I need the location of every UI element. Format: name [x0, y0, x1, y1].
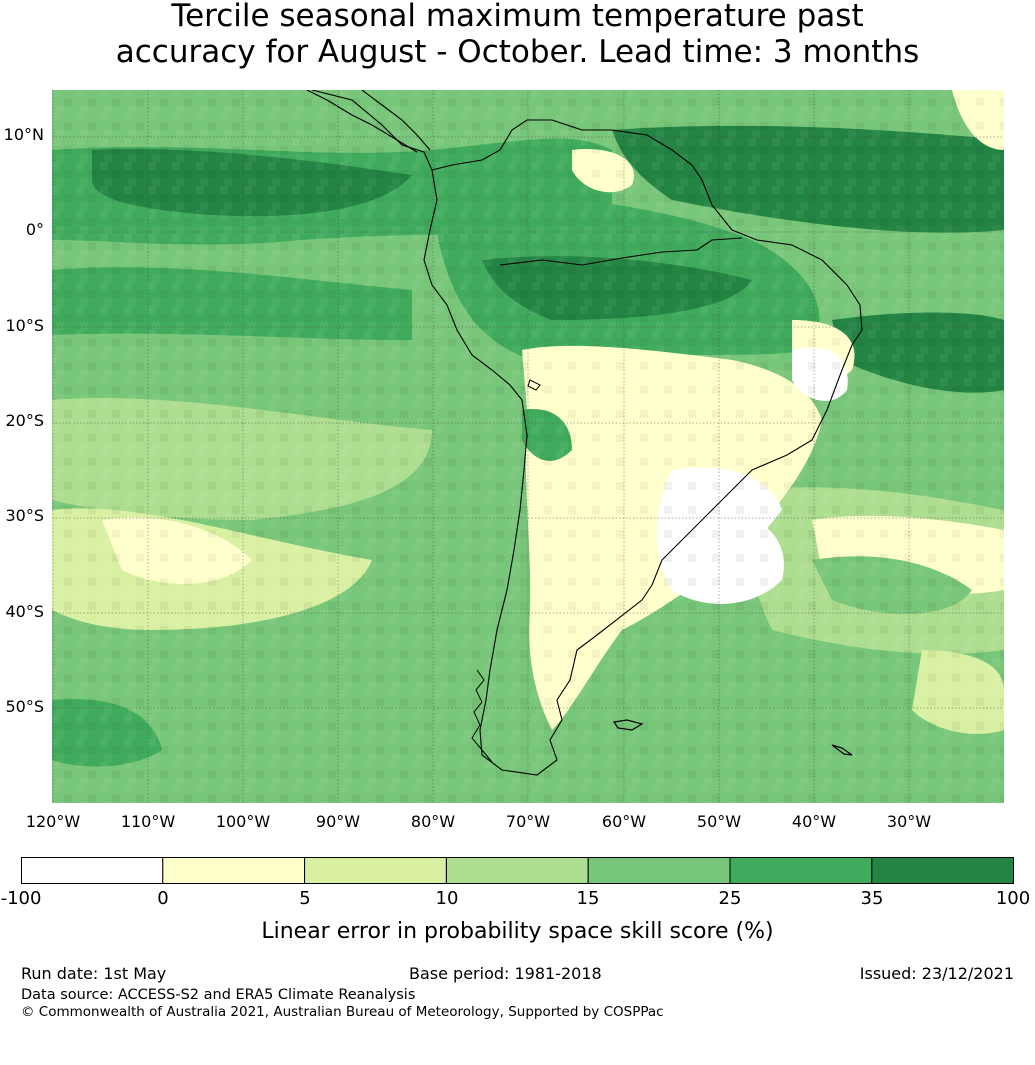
lon-label-60w: 60°W — [601, 812, 647, 831]
colorbar-bin-10-15 — [445, 857, 589, 884]
run-date: Run date: 1st May — [21, 964, 167, 983]
lon-label-110w: 110°W — [120, 812, 176, 831]
lon-label-80w: 80°W — [410, 812, 456, 831]
south-georgia-island — [831, 744, 853, 756]
colorbar-tick-35: 35 — [860, 888, 884, 909]
patagonian-fjords — [471, 669, 493, 763]
colorbar-bin-neg100-0 — [21, 857, 164, 884]
colorbar-tick-10: 10 — [435, 888, 459, 909]
map-svg — [52, 90, 1004, 803]
field-texture — [52, 90, 1004, 803]
lon-label-40w: 40°W — [791, 812, 837, 831]
colorbar-tick-100: 100 — [995, 888, 1031, 909]
falkland-islands — [612, 719, 644, 731]
lon-label-100w: 100°W — [215, 812, 271, 831]
colorbar-tick-0: 0 — [157, 888, 169, 909]
lat-label-30s: 30°S — [5, 506, 44, 525]
issued-date: Issued: 23/12/2021 — [859, 964, 1014, 983]
colorbar-bin-0-5 — [162, 857, 306, 884]
south-america-coastline — [311, 90, 863, 776]
lon-label-70w: 70°W — [505, 812, 551, 831]
lat-label-20s: 20°S — [5, 411, 44, 430]
lon-label-30w: 30°W — [886, 812, 932, 831]
colorbar-tick-5: 5 — [299, 888, 311, 909]
data-source: Data source: ACCESS-S2 and ERA5 Climate … — [21, 987, 416, 1003]
colorbar-label: Linear error in probability space skill … — [261, 919, 774, 944]
lon-label-50w: 50°W — [696, 812, 742, 831]
colorbar-bin-5-10 — [304, 857, 447, 884]
lon-label-120w: 120°W — [25, 812, 81, 831]
base-period: Base period: 1981-2018 — [409, 964, 602, 983]
central-america-coastline — [306, 90, 431, 153]
lat-label-10s: 10°S — [5, 316, 44, 335]
colorbar-bin-35-100 — [871, 857, 1014, 884]
map-title-line-2: accuracy for August - October. Lead time… — [115, 34, 920, 70]
map-title-line-1: Tercile seasonal maximum temperature pas… — [171, 0, 864, 34]
colorbar-tick-neg100: -100 — [0, 888, 42, 909]
amazon-river — [499, 237, 743, 266]
lat-label-40s: 40°S — [5, 602, 44, 621]
lat-label-50s: 50°S — [5, 697, 44, 716]
colorbar-bin-15-25 — [587, 857, 731, 884]
lat-label-10n: 10°N — [3, 125, 44, 144]
graticule — [52, 90, 1004, 803]
copyright-notice: © Commonwealth of Australia 2021, Austra… — [21, 1004, 664, 1020]
colorbar — [21, 857, 1014, 884]
lon-label-90w: 90°W — [315, 812, 361, 831]
colorbar-bin-25-35 — [729, 857, 873, 884]
skill-score-map — [52, 90, 1004, 803]
lat-label-0: 0° — [25, 220, 44, 239]
colorbar-tick-15: 15 — [576, 888, 600, 909]
lake-titicaca — [527, 379, 541, 391]
colorbar-tick-25: 25 — [718, 888, 742, 909]
